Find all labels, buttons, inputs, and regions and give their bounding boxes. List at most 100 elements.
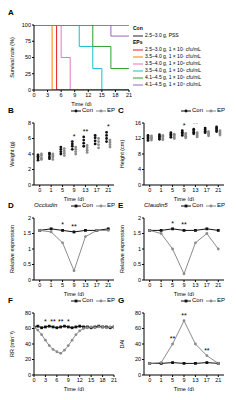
svg-text:0: 0 [148, 187, 151, 193]
svg-text:21: 21 [105, 187, 111, 193]
svg-text:17: 17 [204, 282, 210, 288]
svg-text:17: 17 [204, 187, 210, 193]
svg-text:3: 3 [44, 377, 47, 383]
svg-text:9: 9 [72, 187, 75, 193]
svg-text:0: 0 [28, 372, 31, 378]
svg-text:0: 0 [148, 377, 151, 383]
svg-text:15: 15 [88, 377, 94, 383]
svg-text:3: 3 [46, 92, 49, 98]
svg-text:1: 1 [160, 377, 163, 383]
svg-text:*: * [171, 220, 174, 227]
svg-text:**: ** [58, 318, 64, 325]
svg-text:*: * [107, 123, 110, 130]
svg-text:18: 18 [112, 92, 118, 98]
svg-text:**: ** [170, 335, 176, 342]
svg-text:**: ** [50, 318, 56, 325]
svg-text:0: 0 [28, 277, 31, 283]
svg-text:60: 60 [25, 325, 31, 331]
svg-text:17: 17 [94, 187, 100, 193]
svg-text:20: 20 [135, 356, 141, 362]
svg-text:21: 21 [111, 377, 117, 383]
svg-text:12: 12 [135, 135, 141, 141]
svg-text:75: 75 [25, 38, 31, 44]
svg-text:**: ** [181, 221, 187, 228]
svg-text:Time (d): Time (d) [174, 291, 194, 296]
svg-text:20: 20 [25, 356, 31, 362]
svg-text:1.5: 1.5 [133, 230, 141, 236]
svg-text:Time (d): Time (d) [64, 196, 84, 201]
svg-text:**: ** [83, 128, 89, 135]
svg-text:0: 0 [148, 282, 151, 288]
svg-text:5: 5 [171, 187, 174, 193]
svg-text:**: ** [181, 313, 187, 319]
svg-text:1: 1 [50, 187, 53, 193]
svg-text:13: 13 [192, 282, 198, 288]
svg-text:9: 9 [67, 377, 70, 383]
svg-text:4: 4 [28, 151, 31, 157]
svg-text:**: ** [204, 347, 210, 354]
svg-text:0: 0 [138, 182, 141, 188]
svg-text:5: 5 [171, 377, 174, 383]
svg-text:0.5: 0.5 [23, 261, 31, 267]
svg-text:17: 17 [94, 282, 100, 288]
svg-text:2: 2 [138, 215, 141, 221]
svg-text:1.5: 1.5 [23, 230, 31, 236]
svg-text:13: 13 [82, 187, 88, 193]
svg-text:0: 0 [138, 372, 141, 378]
svg-text:40: 40 [25, 341, 31, 347]
svg-text:80: 80 [135, 310, 141, 316]
svg-text:Height (cm): Height (cm) [119, 140, 125, 169]
svg-text:25: 25 [25, 71, 31, 77]
svg-text:16: 16 [135, 120, 141, 126]
svg-text:8: 8 [28, 120, 31, 126]
svg-text:6: 6 [60, 92, 63, 98]
svg-text:21: 21 [215, 282, 221, 288]
svg-text:0: 0 [28, 87, 31, 93]
svg-text:Time (d): Time (d) [64, 291, 84, 296]
svg-text:1: 1 [160, 282, 163, 288]
svg-text:*: * [67, 318, 70, 325]
svg-text:100: 100 [22, 22, 31, 28]
svg-text:1: 1 [160, 187, 163, 193]
svg-text:5: 5 [61, 187, 64, 193]
svg-text:**: ** [71, 223, 77, 230]
svg-text:0: 0 [138, 277, 141, 283]
svg-text:**: ** [193, 123, 199, 127]
svg-text:40: 40 [135, 341, 141, 347]
svg-text:9: 9 [182, 377, 185, 383]
svg-text:6: 6 [28, 135, 31, 141]
svg-text:50: 50 [25, 54, 31, 60]
svg-text:Time (d): Time (d) [71, 101, 91, 106]
svg-text:DAI: DAI [119, 339, 125, 349]
svg-text:*: * [61, 221, 64, 228]
svg-text:12: 12 [85, 92, 91, 98]
svg-text:13: 13 [82, 282, 88, 288]
svg-text:9: 9 [182, 187, 185, 193]
svg-text:12: 12 [77, 377, 83, 383]
svg-text:0: 0 [28, 182, 31, 188]
svg-text:0: 0 [32, 377, 35, 383]
svg-text:*: * [217, 123, 220, 125]
svg-text:13: 13 [192, 187, 198, 193]
svg-text:Time (d): Time (d) [174, 196, 194, 201]
svg-text:1: 1 [28, 246, 31, 252]
svg-text:21: 21 [126, 92, 132, 98]
svg-text:4: 4 [138, 166, 141, 172]
svg-text:9: 9 [73, 92, 76, 98]
svg-text:80: 80 [25, 310, 31, 316]
svg-text:17: 17 [204, 377, 210, 383]
svg-text:*: * [183, 123, 186, 129]
svg-text:21: 21 [215, 187, 221, 193]
svg-text:Weight (g): Weight (g) [9, 141, 15, 166]
svg-text:0: 0 [38, 282, 41, 288]
svg-text:2: 2 [28, 166, 31, 172]
svg-text:5: 5 [171, 282, 174, 288]
svg-text:9: 9 [72, 282, 75, 288]
svg-text:13: 13 [192, 377, 198, 383]
svg-text:1: 1 [50, 282, 53, 288]
svg-text:60: 60 [135, 325, 141, 331]
svg-text:*: * [73, 133, 76, 140]
svg-text:5: 5 [61, 282, 64, 288]
svg-text:6: 6 [55, 377, 58, 383]
svg-text:15: 15 [99, 92, 105, 98]
